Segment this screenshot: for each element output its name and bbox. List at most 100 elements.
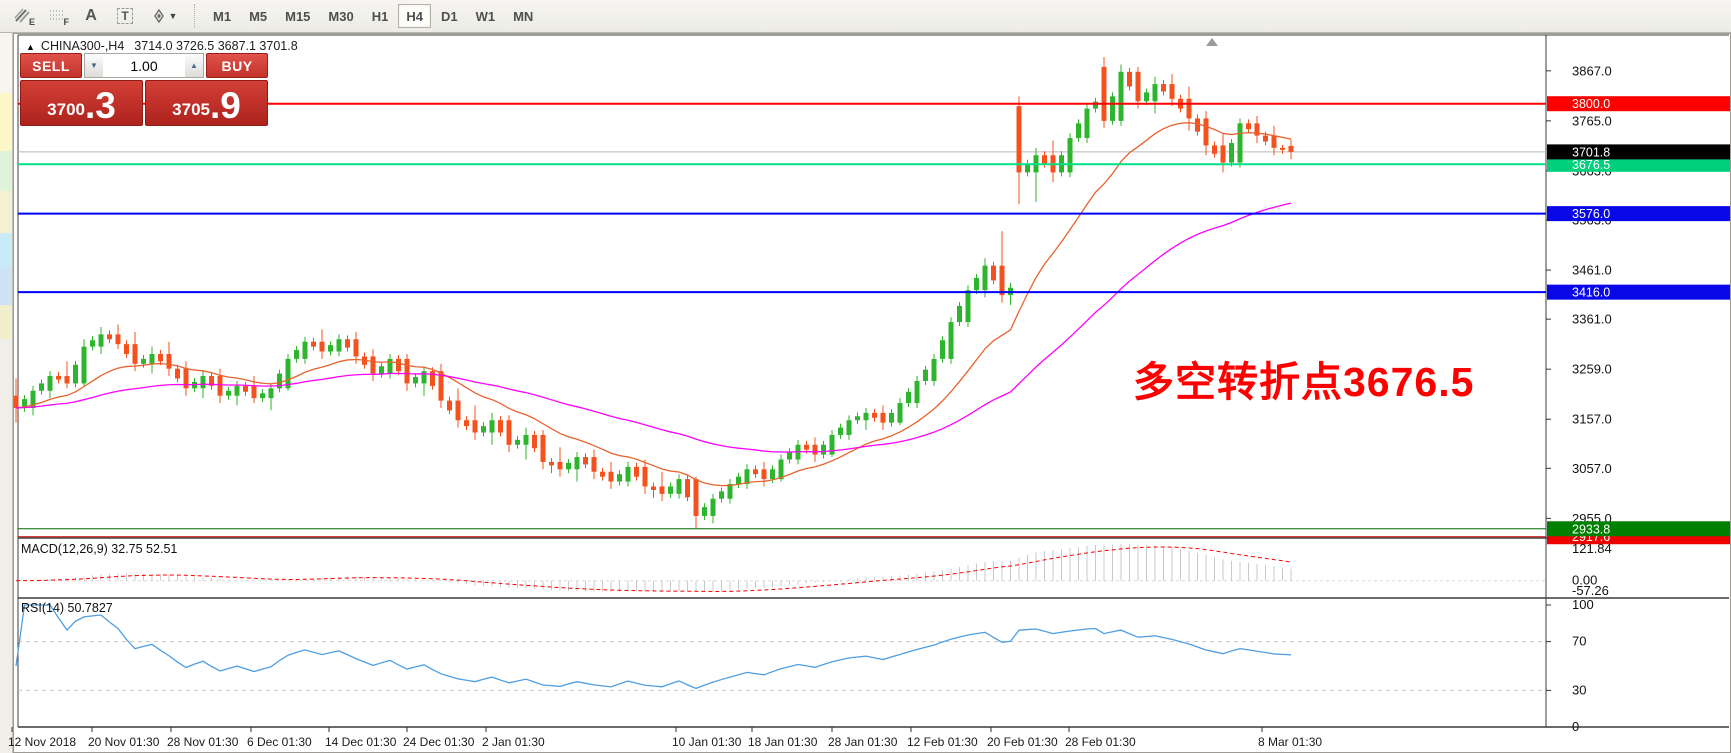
sell-price-box[interactable]: 3700.3 (20, 80, 143, 126)
candle-body (1212, 145, 1217, 154)
candle-body (693, 479, 699, 516)
timeframe-button-W1[interactable]: W1 (468, 4, 504, 28)
candle-body (1042, 155, 1047, 164)
candle-body (98, 334, 104, 347)
collapse-arrow-icon[interactable]: ▲ (26, 42, 35, 52)
candle-body (906, 391, 911, 404)
buy-price-box[interactable]: 3705.9 (145, 80, 268, 126)
text-tool-button[interactable]: T (110, 3, 140, 29)
price-badge-label: 3576.0 (1572, 207, 1610, 221)
panel-strip-band (0, 233, 12, 267)
candle-body (294, 350, 299, 359)
volume-spinner: ▼ 1.00 ▲ (84, 53, 204, 78)
candle-body (1118, 71, 1124, 121)
candle-body (591, 457, 597, 472)
candle-body (1246, 123, 1251, 130)
chart-window[interactable] (13, 33, 1731, 753)
candle-body (625, 466, 631, 482)
time-axis-label: 2 Jan 01:30 (482, 735, 545, 749)
candle-body (506, 420, 512, 445)
volume-increase-button[interactable]: ▲ (185, 54, 203, 77)
cursor-tool-button[interactable]: ▼ (144, 3, 184, 29)
buy-price-int: 3705 (172, 100, 210, 119)
candle-body (158, 353, 163, 362)
candle-body (1152, 84, 1158, 102)
candle-body (778, 459, 784, 480)
candle-body (523, 434, 529, 445)
candle-body (302, 341, 308, 359)
candle-body (846, 420, 852, 435)
candle-body (430, 371, 435, 386)
candle-body (1288, 145, 1294, 152)
candle-body (566, 462, 571, 470)
market-watch-edge-strip[interactable] (0, 33, 13, 753)
timeframe-button-M1[interactable]: M1 (205, 4, 239, 28)
price-tick-label: 3867.0 (1572, 63, 1612, 78)
timeframe-button-M5[interactable]: M5 (241, 4, 275, 28)
panel-strip-band (0, 93, 12, 151)
candle-body (855, 416, 860, 421)
timeframe-button-H4[interactable]: H4 (398, 4, 431, 28)
timeframe-button-M15[interactable]: M15 (277, 4, 318, 28)
candle-body (1016, 106, 1022, 173)
candle-body (1203, 118, 1209, 146)
candle-body (438, 371, 444, 401)
macd-max-label: 121.84 (1572, 541, 1612, 556)
candle-body (1271, 135, 1277, 148)
candle-body (13, 395, 19, 408)
buy-button[interactable]: BUY (206, 53, 268, 78)
candle-body (736, 476, 741, 485)
candle-body (328, 345, 333, 352)
candle-body (498, 420, 503, 433)
candle-body (209, 376, 214, 386)
timeframe-button-M30[interactable]: M30 (320, 4, 361, 28)
cursor-tool-icon (153, 9, 164, 23)
candle-body (379, 366, 384, 374)
candle-body (1084, 108, 1090, 139)
time-axis-label: 28 Jan 01:30 (828, 735, 898, 749)
candle-body (897, 403, 903, 423)
candle-body (353, 339, 359, 357)
price-badge (1547, 156, 1730, 172)
candle-body (710, 498, 716, 516)
candle-body (1195, 118, 1200, 132)
timeframe-button-D1[interactable]: D1 (433, 4, 466, 28)
candle-body (22, 399, 27, 408)
candle-body (889, 412, 894, 423)
candle-body (387, 358, 393, 374)
label-tool-button[interactable]: A (76, 3, 106, 29)
candle-body (251, 385, 257, 399)
volume-decrease-button[interactable]: ▼ (85, 54, 103, 77)
indicators-button[interactable]: E (8, 3, 38, 29)
time-axis-label: 8 Mar 01:30 (1258, 735, 1322, 749)
symbol-timeframe-label: CHINA300-,H4 (40, 39, 125, 53)
price-badge (1547, 521, 1730, 537)
sell-price-int: 3700 (47, 100, 85, 119)
candle-body (1101, 66, 1107, 121)
time-axis-label: 28 Feb 01:30 (1065, 735, 1136, 749)
candle-body (311, 341, 316, 347)
rsi-indicator-label: RSI(14) 50.7827 (21, 601, 113, 615)
sell-button[interactable]: SELL (20, 53, 82, 78)
price-badge (1547, 144, 1730, 160)
volume-value[interactable]: 1.00 (130, 57, 158, 74)
candle-body (1220, 145, 1226, 163)
candle-body (234, 385, 240, 396)
candle-body (1169, 84, 1175, 99)
candle-body (1144, 92, 1149, 102)
candle-body (56, 376, 61, 380)
grid-period-button[interactable]: F (42, 3, 72, 29)
timeframe-button-H1[interactable]: H1 (364, 4, 397, 28)
macd-indicator-label: MACD(12,26,9) 32.75 52.51 (21, 542, 178, 556)
label-tool-icon: A (85, 7, 97, 24)
candle-body (217, 376, 223, 396)
toolbar: E F A T ▼ M1 M5 M15 M30 H1 H4 D1 W1 MN (0, 0, 1731, 33)
timeframe-button-MN[interactable]: MN (505, 4, 541, 28)
candle-body (651, 486, 656, 490)
buy-price-dec: .9 (209, 84, 241, 126)
candle-body (727, 484, 733, 499)
panel-strip-band (0, 191, 12, 233)
price-tick-label: 3259.0 (1572, 362, 1612, 377)
candle-body (1110, 96, 1115, 121)
